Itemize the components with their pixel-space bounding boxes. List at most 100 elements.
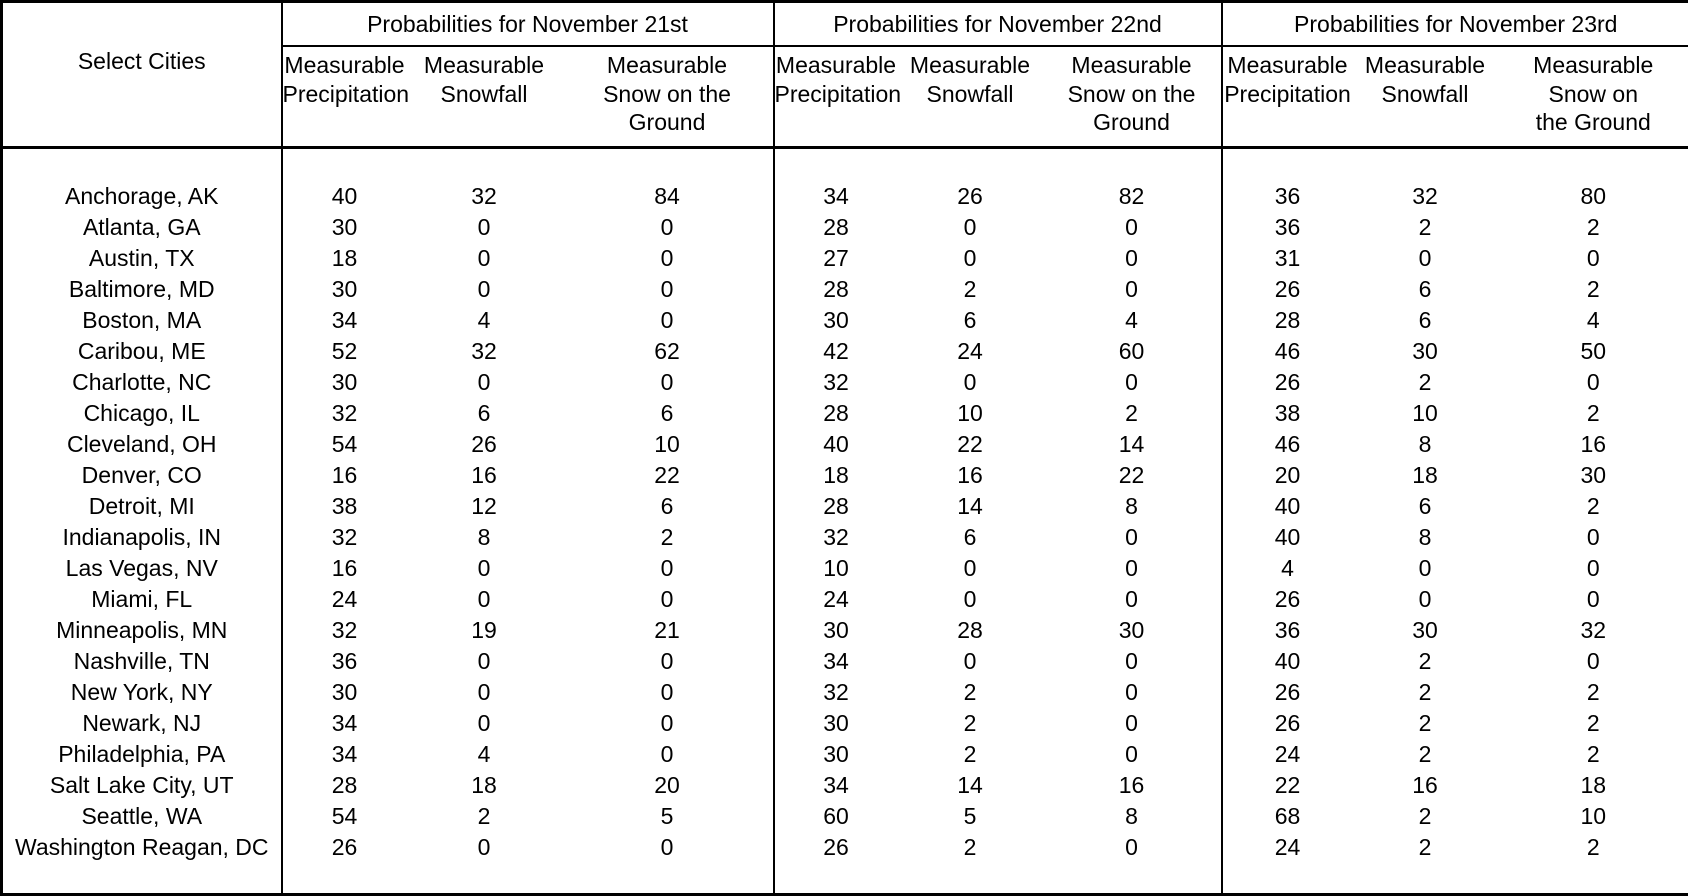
value-cell: 6 — [898, 305, 1043, 336]
value-cell: 0 — [407, 708, 562, 739]
value-cell: 40 — [1222, 491, 1353, 522]
value-cell: 16 — [407, 460, 562, 491]
value-cell: 26 — [1222, 677, 1353, 708]
value-cell: 2 — [1353, 677, 1498, 708]
city-cell: Las Vegas, NV — [2, 553, 282, 584]
value-cell: 80 — [1498, 181, 1688, 212]
value-cell: 8 — [1043, 491, 1222, 522]
value-cell: 0 — [1043, 832, 1222, 863]
value-cell: 0 — [898, 584, 1043, 615]
city-cell: Minneapolis, MN — [2, 615, 282, 646]
value-cell: 38 — [1222, 398, 1353, 429]
value-cell: 60 — [1043, 336, 1222, 367]
value-cell: 0 — [1498, 584, 1688, 615]
value-cell: 22 — [1222, 770, 1353, 801]
value-cell: 82 — [1043, 181, 1222, 212]
value-cell: 10 — [1353, 398, 1498, 429]
value-cell: 8 — [407, 522, 562, 553]
value-cell: 0 — [1353, 584, 1498, 615]
value-cell: 0 — [898, 367, 1043, 398]
city-cell: Newark, NJ — [2, 708, 282, 739]
value-cell: 30 — [1498, 460, 1688, 491]
value-cell: 28 — [898, 615, 1043, 646]
col-header-nov23-precipitation: Measurable Precipitation — [1222, 46, 1353, 148]
value-cell: 0 — [1353, 553, 1498, 584]
value-cell: 30 — [774, 305, 898, 336]
value-cell: 46 — [1222, 429, 1353, 460]
value-cell: 2 — [1353, 646, 1498, 677]
col-header-nov21-snowfall: Measurable Snowfall — [407, 46, 562, 148]
value-cell: 42 — [774, 336, 898, 367]
value-cell: 0 — [562, 305, 774, 336]
value-cell: 52 — [282, 336, 407, 367]
value-cell: 32 — [774, 522, 898, 553]
value-cell: 0 — [562, 553, 774, 584]
value-cell: 2 — [1353, 367, 1498, 398]
value-cell: 32 — [282, 615, 407, 646]
value-cell: 28 — [774, 491, 898, 522]
value-cell: 2 — [1498, 491, 1688, 522]
value-cell: 10 — [774, 553, 898, 584]
value-cell: 40 — [774, 429, 898, 460]
city-cell: Anchorage, AK — [2, 181, 282, 212]
city-cell: Charlotte, NC — [2, 367, 282, 398]
value-cell: 2 — [898, 739, 1043, 770]
value-cell: 12 — [407, 491, 562, 522]
value-cell: 0 — [1353, 243, 1498, 274]
value-cell: 4 — [1222, 553, 1353, 584]
value-cell: 30 — [774, 739, 898, 770]
value-cell: 2 — [1498, 708, 1688, 739]
value-cell: 40 — [1222, 522, 1353, 553]
value-cell: 4 — [407, 305, 562, 336]
value-cell: 0 — [407, 274, 562, 305]
group-title-nov-23: Probabilities for November 23rd — [1222, 2, 1688, 47]
value-cell: 0 — [1498, 646, 1688, 677]
value-cell: 32 — [282, 398, 407, 429]
value-cell: 40 — [282, 181, 407, 212]
value-cell: 10 — [1498, 801, 1688, 832]
value-cell: 0 — [1043, 739, 1222, 770]
value-cell: 16 — [1353, 770, 1498, 801]
value-cell: 36 — [1222, 212, 1353, 243]
value-cell: 46 — [1222, 336, 1353, 367]
value-cell: 34 — [774, 770, 898, 801]
city-cell: Seattle, WA — [2, 801, 282, 832]
value-cell: 26 — [898, 181, 1043, 212]
value-cell: 26 — [1222, 274, 1353, 305]
city-cell: Boston, MA — [2, 305, 282, 336]
value-cell: 0 — [562, 832, 774, 863]
city-cell: Detroit, MI — [2, 491, 282, 522]
value-cell: 16 — [282, 553, 407, 584]
value-cell: 60 — [774, 801, 898, 832]
col-header-nov21-snow-on-ground: Measurable Snow on the Ground — [562, 46, 774, 148]
value-cell: 24 — [1222, 739, 1353, 770]
value-cell: 34 — [282, 739, 407, 770]
value-cell: 0 — [562, 274, 774, 305]
value-cell: 5 — [562, 801, 774, 832]
value-cell: 22 — [898, 429, 1043, 460]
value-cell: 0 — [1498, 367, 1688, 398]
value-cell: 26 — [1222, 584, 1353, 615]
value-cell: 30 — [1353, 336, 1498, 367]
value-cell: 4 — [1498, 305, 1688, 336]
value-cell: 0 — [562, 708, 774, 739]
col-header-nov21-precipitation: Measurable Precipitation — [282, 46, 407, 148]
city-cell: Denver, CO — [2, 460, 282, 491]
value-cell: 0 — [1043, 677, 1222, 708]
col-header-nov22-snow-on-ground: Measurable Snow on the Ground — [1043, 46, 1222, 148]
value-cell: 16 — [898, 460, 1043, 491]
city-cell: Indianapolis, IN — [2, 522, 282, 553]
value-cell: 28 — [1222, 305, 1353, 336]
value-cell: 32 — [774, 677, 898, 708]
city-cell: Atlanta, GA — [2, 212, 282, 243]
value-cell: 4 — [1043, 305, 1222, 336]
value-cell: 6 — [1353, 305, 1498, 336]
col-header-nov22-precipitation: Measurable Precipitation — [774, 46, 898, 148]
value-cell: 2 — [1498, 212, 1688, 243]
